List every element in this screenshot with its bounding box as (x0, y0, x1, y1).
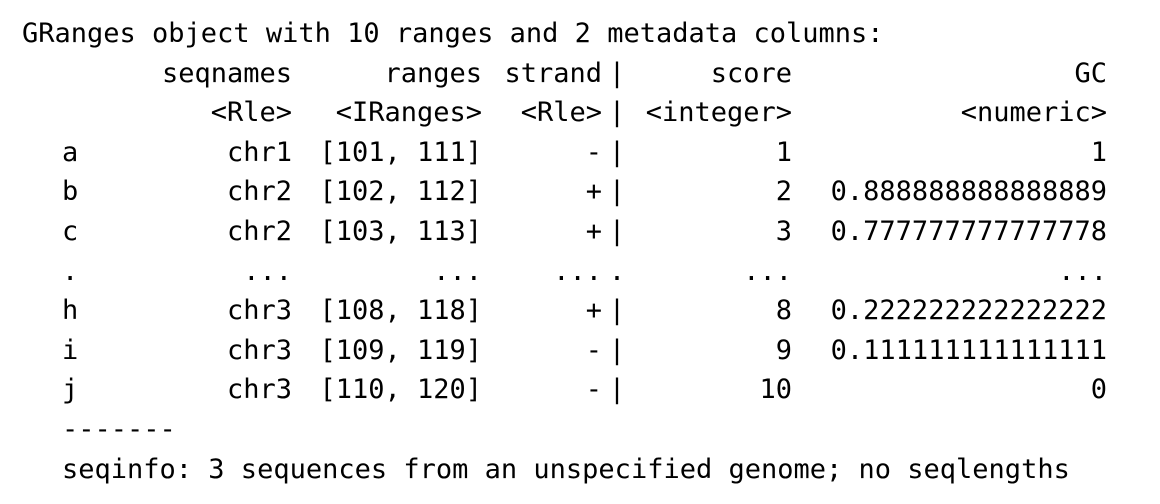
row-ranges: [101, 111] (319, 136, 482, 168)
row-ranges: [109, 119] (319, 334, 482, 366)
header-name (22, 54, 77, 94)
table-row: a chr1 [101, 111] - | 1 1 (22, 133, 1142, 173)
column-header-row: seqnames ranges strand | score GC (22, 54, 1142, 94)
table-row: i chr3 [109, 119] - | 9 0.11111111111111… (22, 331, 1142, 371)
ellipsis-row: . ... ... ... . ... ... (22, 252, 1142, 292)
row-strand: - (585, 136, 602, 168)
row-seqnames: ... (243, 255, 292, 287)
row-ranges: [103, 113] (319, 215, 482, 247)
table-row: c chr2 [103, 113] + | 3 0.77777777777777… (22, 212, 1142, 252)
table-row: j chr3 [110, 120] - | 10 0 (22, 370, 1142, 410)
row-name: i (62, 334, 79, 366)
row-score: 2 (775, 176, 792, 208)
row-seqnames: chr2 (226, 176, 292, 208)
row-strand: - (585, 334, 602, 366)
row-score: 9 (775, 334, 792, 366)
header-seqnames: seqnames (161, 57, 292, 89)
row-gc: 0.888888888888889 (830, 176, 1107, 208)
header-strand: strand (504, 57, 602, 89)
row-separator: | (608, 176, 626, 208)
row-name: b (62, 176, 79, 208)
row-score: ... (743, 255, 792, 287)
console-output: GRanges object with 10 ranges and 2 meta… (22, 14, 1142, 489)
type-score: <integer> (645, 97, 792, 129)
row-separator: | (608, 295, 626, 327)
type-gc: <numeric> (960, 97, 1107, 129)
row-seqnames: chr1 (226, 136, 292, 168)
row-score: 8 (775, 295, 792, 327)
row-seqnames: chr3 (226, 295, 292, 327)
row-separator: | (608, 334, 626, 366)
row-score: 1 (775, 136, 792, 168)
row-name: h (62, 295, 79, 327)
dash-separator: ------- (62, 413, 176, 445)
row-strand: + (585, 176, 602, 208)
header-separator: | (608, 57, 626, 89)
table-row: h chr3 [108, 118] + | 8 0.22222222222222… (22, 291, 1142, 331)
type-name (22, 93, 77, 133)
row-gc: 0.222222222222222 (830, 295, 1107, 327)
row-ranges: [108, 118] (319, 295, 482, 327)
row-ranges: [102, 112] (319, 176, 482, 208)
header-ranges: ranges (384, 57, 482, 89)
row-separator: | (608, 374, 626, 406)
row-gc: ... (1058, 255, 1107, 287)
object-summary: GRanges object with 10 ranges and 2 meta… (22, 18, 884, 49)
row-gc: 0.111111111111111 (830, 334, 1107, 366)
type-seqnames: <Rle> (210, 97, 292, 129)
row-strand: + (585, 215, 602, 247)
row-strand: ... (553, 255, 602, 287)
row-name: . (62, 255, 79, 287)
header-score: score (710, 57, 792, 89)
row-score: 3 (775, 215, 792, 247)
row-name: j (62, 374, 79, 406)
row-ranges: ... (433, 255, 482, 287)
row-separator: . (608, 255, 626, 287)
row-strand: + (585, 295, 602, 327)
row-seqnames: chr3 (226, 374, 292, 406)
row-separator: | (608, 215, 626, 247)
row-seqnames: chr2 (226, 215, 292, 247)
row-strand: - (585, 374, 602, 406)
row-score: 10 (759, 374, 792, 406)
row-seqnames: chr3 (226, 334, 292, 366)
type-ranges: <IRanges> (335, 97, 482, 129)
row-separator: | (608, 136, 626, 168)
header-gc: GC (1074, 57, 1107, 89)
type-separator: | (608, 97, 626, 129)
column-type-row: <Rle> <IRanges> <Rle> | <integer> <numer… (22, 93, 1142, 133)
seqinfo-line: seqinfo: 3 sequences from an unspecified… (62, 453, 1070, 485)
row-name: a (62, 136, 79, 168)
row-gc: 0 (1090, 374, 1107, 406)
row-name: c (62, 215, 79, 247)
row-gc: 1 (1090, 136, 1107, 168)
row-gc: 0.777777777777778 (830, 215, 1107, 247)
row-ranges: [110, 120] (319, 374, 482, 406)
type-strand: <Rle> (520, 97, 602, 129)
table-row: b chr2 [102, 112] + | 2 0.88888888888888… (22, 172, 1142, 212)
